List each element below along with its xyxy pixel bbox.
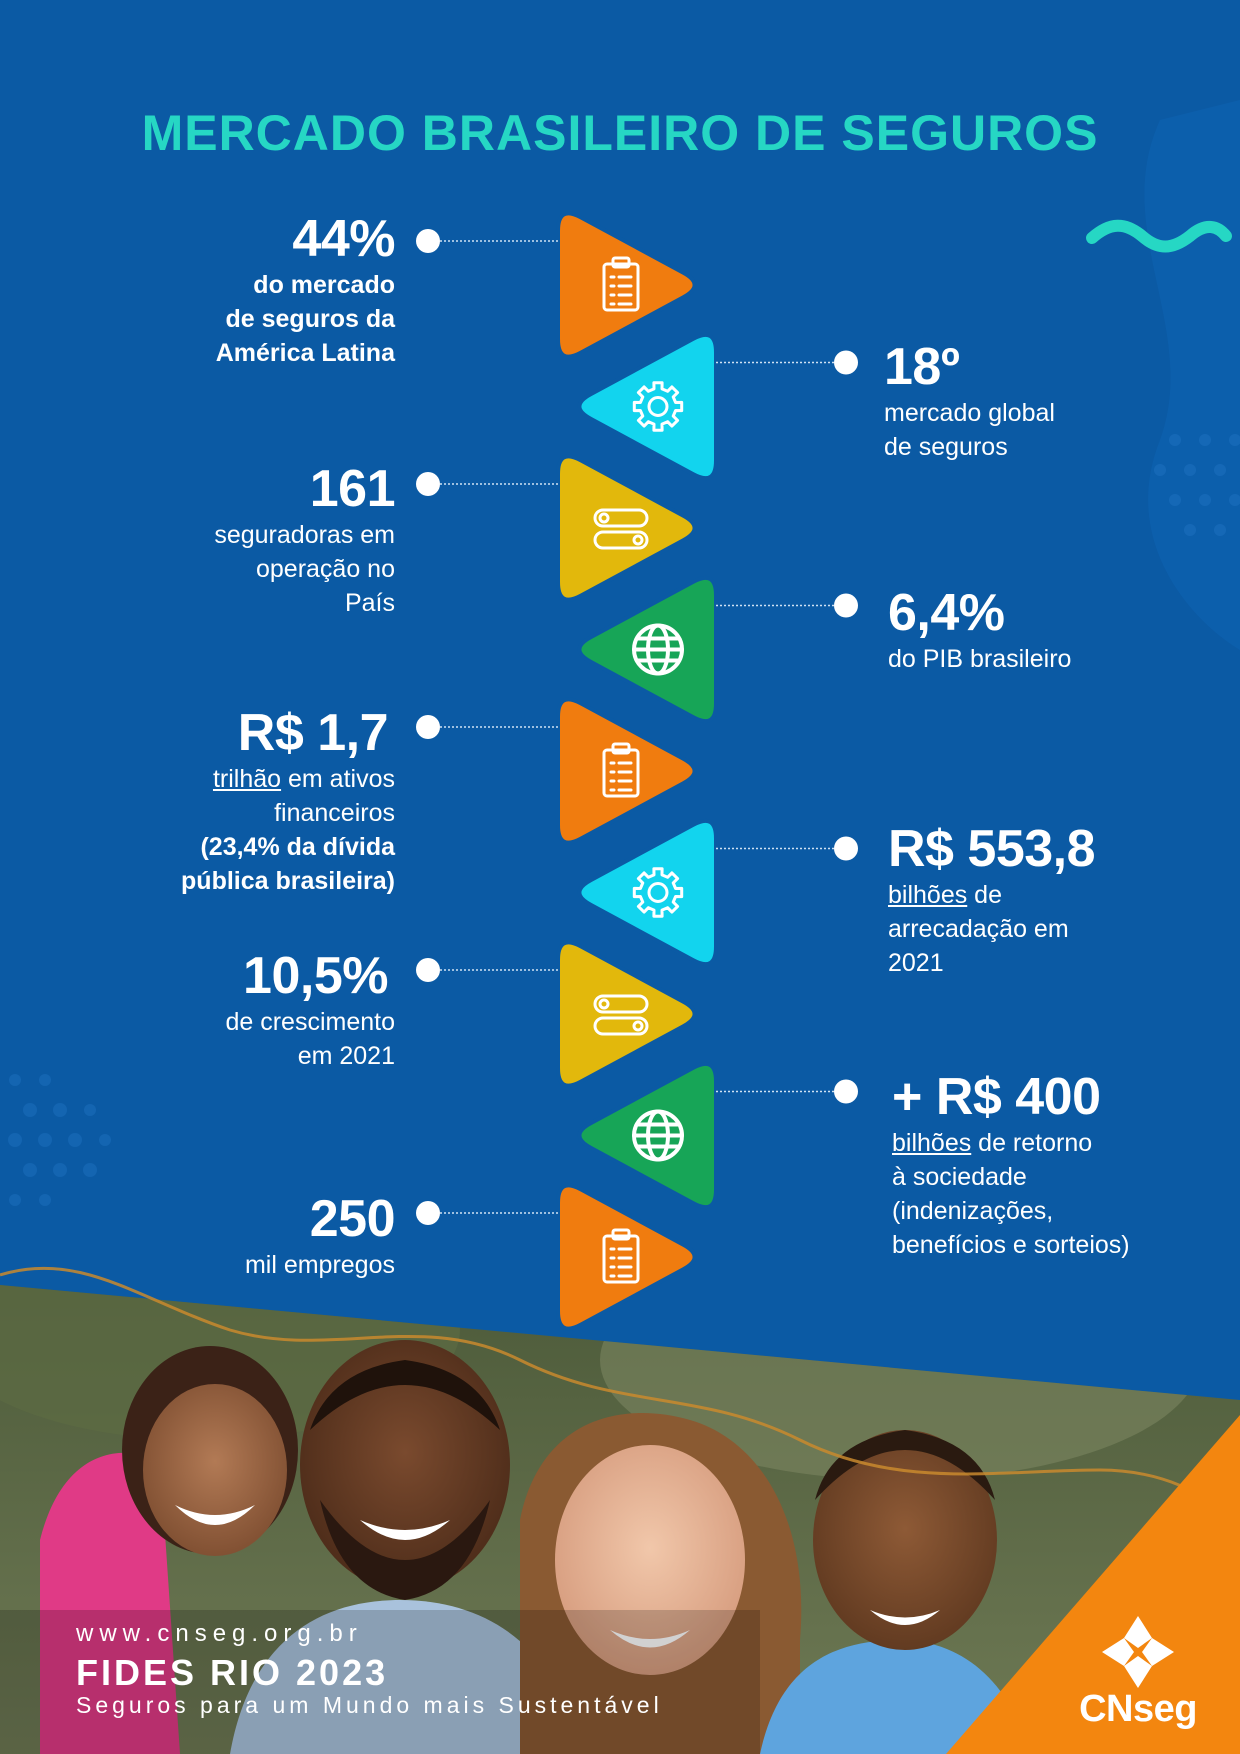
stat-line: (indenizações,: [892, 1197, 1054, 1225]
stat-description: bilhões de arrecadação em 2021: [888, 878, 1095, 980]
clipboard-icon: [602, 1228, 640, 1284]
stat-latin-america-share: 44% do mercado de seguros da América Lat…: [216, 210, 396, 370]
stat-line: do mercado: [253, 271, 395, 299]
stat-line: bilhões de: [888, 878, 1095, 912]
brand-corner: [946, 1415, 1240, 1754]
stat-line-bold: pública brasileira): [181, 867, 395, 895]
connector-6: [716, 836, 858, 861]
stat-revenue: R$ 553,8 bilhões de arrecadação em 2021: [888, 820, 1096, 980]
toggle-icon: [593, 994, 649, 1036]
stat-global-rank: 18º mercado global de seguros: [884, 338, 1055, 464]
clipboard-icon: [602, 742, 640, 798]
stat-line: operação no: [255, 555, 395, 583]
brand-name: CNseg: [1079, 1688, 1197, 1730]
stat-value: R$ 553,8: [888, 820, 1096, 878]
stat-line: 2021: [888, 949, 944, 977]
stat-insurers: 161 seguradoras em operação no País: [214, 460, 395, 620]
stat-value: 250: [309, 1190, 396, 1248]
globe-icon: [632, 1109, 684, 1162]
stat-growth: 10,5% de crescimento em 2021: [225, 947, 395, 1073]
stat-description: do PIB brasileiro: [888, 642, 1071, 676]
stat-value: 10,5%: [243, 947, 388, 1005]
triangle-9: [556, 1183, 697, 1331]
website-link[interactable]: www.cnseg.org.br: [76, 1620, 363, 1647]
connector-2: [716, 350, 858, 375]
triangle-8: [577, 1061, 718, 1210]
triangle-5: [556, 697, 697, 845]
stat-value: 161: [309, 460, 396, 518]
stat-line: de seguros: [884, 433, 1008, 461]
stat-line: em 2021: [297, 1042, 395, 1070]
connector-lines: [416, 229, 858, 1225]
stat-gdp-share: 6,4% do PIB brasileiro: [888, 584, 1071, 676]
globe-icon: [632, 623, 684, 676]
connector-5: [416, 715, 558, 739]
dot-pattern-left: [8, 1074, 111, 1206]
connector-4: [716, 593, 858, 618]
connector-7: [416, 958, 558, 982]
stat-line-bold: (23,4% da dívida: [200, 833, 395, 861]
stat-line: financeiros: [274, 799, 395, 827]
orange-wave-line: [0, 1266, 1240, 1522]
triangle-6: [577, 818, 718, 967]
underlined-word: bilhões: [888, 881, 968, 909]
stat-line: mil empregos: [244, 1251, 395, 1279]
stat-value: R$ 1,7: [237, 704, 389, 762]
stat-value: 18º: [884, 338, 960, 396]
stat-value: 6,4%: [888, 584, 1005, 642]
stat-line: benefícios e sorteios): [892, 1231, 1130, 1259]
stat-description: trilhão em ativos financeiros (23,4% da …: [181, 762, 395, 898]
stat-description: bilhões de retorno à sociedade (indeniza…: [892, 1126, 1130, 1262]
stat-line: arrecadação em: [888, 915, 1069, 943]
event-tagline: Seguros para um Mundo mais Sustentável: [76, 1692, 663, 1718]
stat-line: de seguros da: [225, 305, 396, 333]
stat-line: mercado global: [884, 399, 1055, 427]
stat-financial-assets: R$ 1,7 trilhão em ativos financeiros (23…: [181, 704, 395, 898]
stat-line: País: [344, 589, 395, 617]
stat-line: bilhões de retorno: [892, 1126, 1130, 1160]
stat-line: trilhão em ativos: [181, 762, 395, 796]
cnseg-logo-icon: [1102, 1616, 1174, 1688]
clipboard-icon: [602, 256, 640, 312]
squiggle-decoration: [1086, 219, 1232, 253]
connector-1: [416, 229, 558, 253]
stat-jobs: 250 mil empregos: [245, 1190, 396, 1282]
gear-icon: [632, 867, 684, 918]
stat-line: à sociedade: [892, 1163, 1027, 1191]
stat-line-rest: em ativos: [281, 765, 395, 793]
triangle-1: [556, 211, 697, 359]
stat-line: seguradoras em: [214, 521, 395, 549]
gear-icon: [632, 381, 684, 432]
connector-3: [416, 472, 558, 496]
stat-description: do mercado de seguros da América Latina: [216, 268, 395, 370]
stat-description: de crescimento em 2021: [225, 1005, 395, 1073]
wave-decoration: [1144, 100, 1240, 650]
connector-8: [716, 1079, 858, 1104]
stat-description: mil empregos: [245, 1248, 395, 1282]
stat-line: do PIB brasileiro: [888, 645, 1072, 673]
dot-pattern-right: [1154, 434, 1240, 536]
connector-9: [416, 1201, 558, 1225]
stat-value: + R$ 400: [892, 1068, 1101, 1126]
triangle-chain: [556, 211, 718, 1331]
stat-line: de crescimento: [225, 1008, 395, 1036]
toggle-icon: [593, 508, 649, 550]
triangle-7: [556, 940, 697, 1088]
stat-return-to-society: + R$ 400 bilhões de retorno à sociedade …: [892, 1068, 1130, 1262]
underlined-word: bilhões: [892, 1129, 972, 1157]
stat-line-rest: de: [967, 881, 1002, 909]
stat-description: seguradoras em operação no País: [214, 518, 395, 620]
stat-line: América Latina: [215, 339, 395, 367]
stat-description: mercado global de seguros: [884, 396, 1055, 464]
triangle-2: [577, 332, 718, 481]
event-name: FIDES RIO 2023: [76, 1652, 389, 1693]
page-title: MERCADO BRASILEIRO DE SEGUROS: [141, 105, 1099, 161]
triangle-3: [556, 454, 697, 602]
underlined-word: trilhão: [212, 765, 282, 793]
stat-line-rest: de retorno: [971, 1129, 1093, 1157]
triangle-4: [577, 575, 718, 724]
stat-value: 44%: [292, 210, 395, 268]
